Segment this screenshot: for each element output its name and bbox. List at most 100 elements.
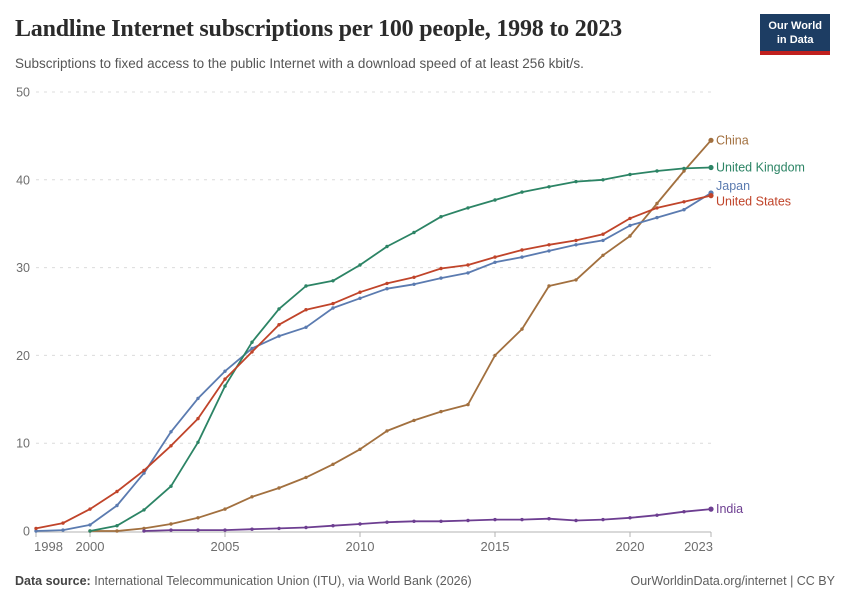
data-point xyxy=(277,526,281,531)
data-point xyxy=(169,528,173,532)
data-point xyxy=(412,418,416,423)
data-point xyxy=(196,528,200,532)
data-point xyxy=(466,263,470,267)
data-point xyxy=(331,462,335,466)
data-point xyxy=(223,384,227,388)
series-united-kingdom[interactable]: United Kingdom xyxy=(88,161,805,533)
x-tick-label: 2010 xyxy=(346,539,375,554)
data-point xyxy=(142,529,146,533)
data-point xyxy=(574,278,578,282)
data-point xyxy=(250,346,254,351)
data-point xyxy=(628,216,632,221)
series-line-united-states[interactable] xyxy=(35,194,712,530)
owid-logo-line2: in Data xyxy=(776,34,814,47)
series-label-india[interactable]: India xyxy=(716,502,743,516)
data-point xyxy=(412,519,416,523)
data-point xyxy=(277,334,281,338)
y-tick-label: 20 xyxy=(16,349,30,363)
data-point xyxy=(277,486,281,490)
data-point xyxy=(331,279,335,283)
y-tick-label: 30 xyxy=(16,261,30,275)
series-end-point xyxy=(708,137,714,143)
data-point xyxy=(601,238,605,243)
data-point xyxy=(628,223,632,228)
data-point xyxy=(412,230,416,235)
data-point xyxy=(250,495,254,499)
data-point xyxy=(439,215,443,219)
data-point xyxy=(142,508,146,512)
data-point xyxy=(601,517,605,522)
owid-logo[interactable]: Our World in Data xyxy=(760,14,830,55)
series-label-united-states[interactable]: United States xyxy=(716,195,791,209)
data-point xyxy=(115,529,119,533)
data-point xyxy=(34,529,38,533)
data-point xyxy=(439,519,443,523)
data-point xyxy=(115,503,119,508)
y-tick-label: 40 xyxy=(16,173,30,187)
data-point xyxy=(385,244,389,249)
data-point xyxy=(493,353,497,358)
series-india[interactable]: India xyxy=(142,502,743,533)
data-point xyxy=(223,369,227,373)
owid-logo-line1: Our World xyxy=(768,20,822,32)
data-source-label: Data source: xyxy=(15,574,91,588)
data-point xyxy=(628,234,632,238)
data-point xyxy=(439,266,443,271)
data-point xyxy=(520,190,524,194)
data-point xyxy=(304,325,308,329)
data-point xyxy=(682,166,686,171)
series-label-japan[interactable]: Japan xyxy=(716,179,750,193)
x-tick-label: 2005 xyxy=(211,539,240,554)
data-point xyxy=(250,527,254,531)
data-point xyxy=(601,178,605,182)
series-line-united-kingdom[interactable] xyxy=(89,166,712,532)
data-point xyxy=(88,523,92,527)
data-point xyxy=(547,249,551,253)
x-tick-label: 2020 xyxy=(616,539,645,554)
data-point xyxy=(412,275,416,279)
data-point xyxy=(682,510,686,514)
data-point xyxy=(655,201,659,206)
data-point xyxy=(466,206,470,210)
data-point xyxy=(223,507,227,511)
data-point xyxy=(223,377,227,381)
data-point xyxy=(115,524,119,528)
data-point xyxy=(358,290,362,294)
series-line-india[interactable] xyxy=(143,508,712,532)
series-united-states[interactable]: United States xyxy=(34,193,791,531)
data-point xyxy=(304,525,308,530)
data-source: Data source: International Telecommunica… xyxy=(15,574,472,588)
data-point xyxy=(358,296,362,300)
data-point xyxy=(142,468,146,473)
series-line-japan[interactable] xyxy=(35,192,712,532)
data-point xyxy=(331,301,335,306)
data-point xyxy=(169,522,173,526)
page-title: Landline Internet subscriptions per 100 … xyxy=(15,16,622,42)
data-point xyxy=(142,526,146,531)
data-point xyxy=(520,327,524,331)
data-point xyxy=(439,276,443,280)
data-point xyxy=(412,282,416,286)
y-tick-label: 50 xyxy=(16,86,30,100)
data-point xyxy=(277,323,281,327)
series-label-china[interactable]: China xyxy=(716,133,749,147)
series-label-united-kingdom[interactable]: United Kingdom xyxy=(716,161,805,175)
data-point xyxy=(331,524,335,528)
data-point xyxy=(88,507,92,511)
data-point xyxy=(385,520,389,524)
data-point xyxy=(169,484,173,488)
series-end-point xyxy=(708,193,714,199)
data-point xyxy=(358,263,362,267)
footer-link[interactable]: OurWorldinData.org/internet | CC BY xyxy=(630,574,836,588)
data-point xyxy=(223,528,227,532)
data-point xyxy=(250,350,254,354)
series-china[interactable]: China xyxy=(88,133,749,533)
data-point xyxy=(466,518,470,523)
data-point xyxy=(493,255,497,259)
data-point xyxy=(169,444,173,448)
series-line-china[interactable] xyxy=(89,139,712,532)
data-point xyxy=(628,172,632,177)
data-point xyxy=(304,308,308,312)
